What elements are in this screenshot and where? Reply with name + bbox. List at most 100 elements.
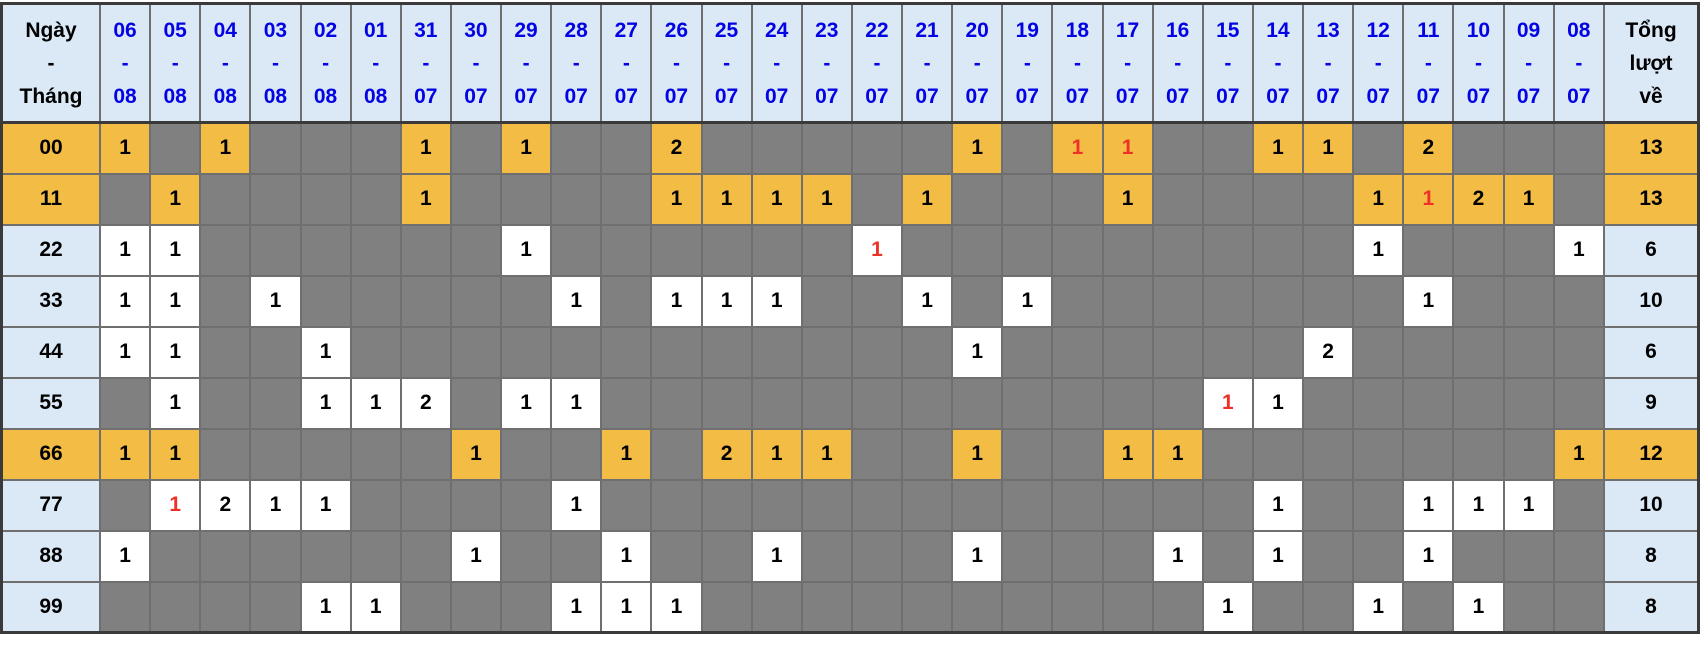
cell-33-12-07 — [1352, 274, 1405, 328]
lottery-frequency-table: Ngày - Tháng 06-08 05-08 04-08 03-08 02-08 01… — [0, 2, 1700, 634]
date-header-text: - — [1174, 51, 1182, 75]
cell-66-01-08 — [349, 427, 402, 481]
cell-33-01-08 — [349, 274, 402, 328]
date-header-text: - — [121, 51, 129, 75]
cell-22-14-07 — [1251, 223, 1305, 277]
cell-77-10-07: 1 — [1452, 478, 1505, 532]
cell-33-24-07: 1 — [750, 274, 803, 328]
cell-11-15-07 — [1201, 172, 1254, 226]
cell-55-27-07 — [600, 376, 653, 430]
cell-00-08-07 — [1552, 121, 1606, 175]
cell-00-17-07: 1 — [1101, 121, 1154, 175]
cell-00-20-07: 1 — [951, 121, 1004, 175]
cell-77-29-07 — [499, 478, 553, 532]
table-body: 00 1 1 1 1 2 1 1 1 1 1 2 13 11 1 1 1 1 1 1 1 1 1 1 2 1 13 22 1 1 1 1 1 1 6… — [0, 121, 1700, 634]
cell-22-24-07 — [750, 223, 803, 277]
row-total-00: 13 — [1603, 121, 1700, 175]
cell-88-13-07 — [1301, 529, 1355, 583]
cell-77-20-07 — [951, 478, 1004, 532]
cell-11-20-07 — [951, 172, 1004, 226]
table-row-22: 22 1 1 1 1 1 1 6 — [0, 223, 1700, 277]
cell-00-28-07 — [550, 121, 603, 175]
cell-99-08-07 — [1552, 580, 1606, 634]
corner-header-line2: - — [47, 51, 55, 75]
table-row-66: 66 1 1 1 1 2 1 1 1 1 1 1 12 — [0, 427, 1700, 481]
cell-88-23-07 — [800, 529, 853, 583]
cell-00-09-07 — [1502, 121, 1555, 175]
cell-00-10-07 — [1452, 121, 1505, 175]
cell-66-19-07 — [1001, 427, 1054, 481]
cell-55-01-08: 1 — [349, 376, 402, 430]
cell-88-03-08 — [249, 529, 302, 583]
cell-44-08-07 — [1552, 325, 1606, 379]
cell-22-30-07 — [449, 223, 503, 277]
date-header-text: 08 — [163, 84, 187, 108]
cell-55-21-07 — [900, 376, 954, 430]
cell-00-25-07 — [700, 121, 753, 175]
cell-55-23-07 — [800, 376, 853, 430]
cell-99-24-07 — [750, 580, 803, 634]
cell-33-04-08 — [199, 274, 252, 328]
cell-55-08-07 — [1552, 376, 1606, 430]
cell-66-03-08 — [249, 427, 302, 481]
cell-66-18-07 — [1051, 427, 1104, 481]
cell-22-01-08 — [349, 223, 402, 277]
date-header-text: 04 — [213, 18, 237, 42]
date-header-06-08: 06 - 08 — [98, 2, 152, 124]
date-header-text: - — [221, 51, 229, 75]
cell-00-11-07: 2 — [1402, 121, 1455, 175]
date-header-text: - — [171, 51, 179, 75]
cell-44-09-07 — [1502, 325, 1555, 379]
cell-66-20-07: 1 — [951, 427, 1004, 481]
cell-11-05-08: 1 — [149, 172, 202, 226]
date-header-text: - — [1525, 51, 1533, 75]
date-header-text: 07 — [865, 84, 889, 108]
cell-88-17-07 — [1101, 529, 1154, 583]
date-header-text: 11 — [1417, 18, 1440, 42]
cell-55-06-08 — [98, 376, 152, 430]
row-label-44: 44 — [0, 325, 101, 379]
cell-88-11-07: 1 — [1402, 529, 1455, 583]
cell-99-19-07 — [1001, 580, 1054, 634]
date-header-01-08: 01 - 08 — [349, 2, 402, 124]
cell-88-01-08 — [349, 529, 402, 583]
date-header-05-08: 05 - 08 — [149, 2, 202, 124]
cell-11-12-07: 1 — [1352, 172, 1405, 226]
cell-66-22-07 — [850, 427, 904, 481]
date-header-text: 07 — [1216, 84, 1240, 108]
cell-44-06-08: 1 — [98, 325, 152, 379]
cell-88-20-07: 1 — [951, 529, 1004, 583]
cell-33-31-07 — [399, 274, 452, 328]
cell-99-29-07 — [499, 580, 553, 634]
cell-99-13-07 — [1301, 580, 1355, 634]
cell-88-06-08: 1 — [98, 529, 152, 583]
date-header-text: - — [422, 51, 430, 75]
date-header-text: 07 — [1266, 84, 1290, 108]
cell-66-29-07 — [499, 427, 553, 481]
cell-00-26-07: 2 — [650, 121, 703, 175]
cell-22-22-07: 1 — [850, 223, 904, 277]
table-row-99: 99 1 1 1 1 1 1 1 1 8 — [0, 580, 1700, 634]
cell-66-08-07: 1 — [1552, 427, 1606, 481]
cell-99-20-07 — [951, 580, 1004, 634]
cell-77-21-07 — [900, 478, 954, 532]
cell-66-24-07: 1 — [750, 427, 803, 481]
date-header-text: 07 — [1516, 84, 1541, 108]
date-header-text: 07 — [1366, 84, 1390, 108]
cell-00-03-08 — [249, 121, 302, 175]
cell-22-02-08 — [299, 223, 352, 277]
cell-99-15-07: 1 — [1201, 580, 1254, 634]
cell-77-19-07 — [1001, 478, 1054, 532]
cell-88-02-08 — [299, 529, 352, 583]
cell-77-04-08: 2 — [199, 478, 252, 532]
cell-99-30-07 — [449, 580, 503, 634]
cell-55-13-07 — [1301, 376, 1355, 430]
date-header-15-07: 15 - 07 — [1201, 2, 1254, 124]
cell-22-27-07 — [600, 223, 653, 277]
corner-header: Ngày - Tháng — [0, 2, 101, 124]
date-header-11-07: 11 - 07 — [1402, 2, 1455, 124]
date-header-text: 25 — [714, 18, 739, 42]
date-header-text: - — [773, 51, 781, 75]
date-header-text: - — [923, 51, 931, 75]
date-header-text: - — [322, 51, 330, 75]
